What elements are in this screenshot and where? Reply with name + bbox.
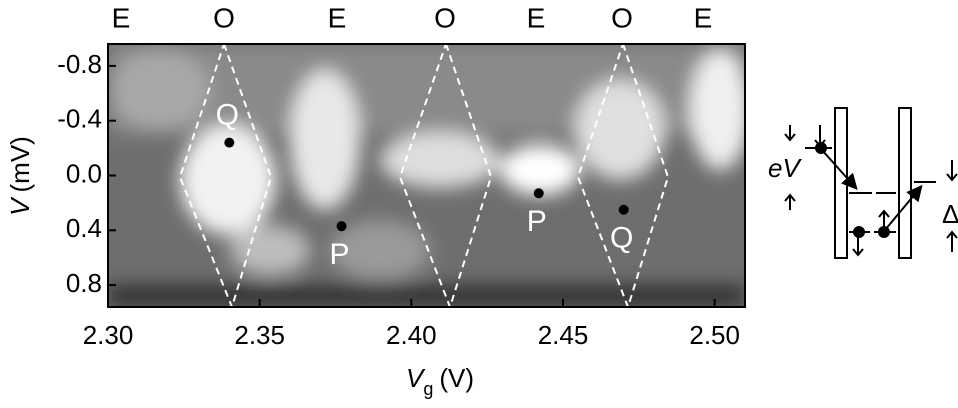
point-label: Q bbox=[216, 99, 239, 132]
top-label: O bbox=[213, 2, 235, 33]
y-label-symbol: V bbox=[5, 196, 35, 216]
x-tick-label: 2.35 bbox=[234, 320, 285, 350]
bias-label: eV bbox=[768, 153, 802, 183]
top-label: O bbox=[434, 2, 456, 33]
y-tick-label: 0.8 bbox=[66, 268, 102, 298]
top-label: O bbox=[611, 2, 633, 33]
barrier bbox=[834, 107, 848, 259]
gap-label: Δ bbox=[942, 199, 958, 229]
y-tick-label: 0.0 bbox=[66, 158, 102, 188]
measurement-image bbox=[108, 44, 745, 307]
point-label: P bbox=[330, 238, 350, 271]
x-label-symbol: V bbox=[406, 363, 426, 393]
point-label: P bbox=[527, 205, 547, 238]
top-label: E bbox=[694, 2, 713, 33]
y-tick-label: -0.8 bbox=[57, 49, 102, 79]
y-axis-label: V (mV) bbox=[5, 136, 35, 216]
y-tick-label: 0.4 bbox=[66, 213, 102, 243]
point-label: Q bbox=[610, 222, 633, 255]
point bbox=[336, 221, 347, 232]
point bbox=[533, 188, 544, 199]
schematic bbox=[784, 107, 958, 259]
x-tick-label: 2.45 bbox=[538, 320, 589, 350]
x-tick-label: 2.40 bbox=[386, 320, 437, 350]
point bbox=[224, 137, 235, 148]
top-label: E bbox=[527, 2, 546, 33]
top-label: E bbox=[328, 2, 347, 33]
x-tick-label: 2.30 bbox=[83, 320, 134, 350]
point bbox=[618, 204, 629, 215]
x-label-subscript: g bbox=[423, 379, 433, 399]
y-label-unit: (mV) bbox=[5, 136, 35, 192]
x-axis-label: Vg (V) bbox=[406, 363, 474, 399]
y-tick-label: -0.4 bbox=[57, 104, 102, 134]
diamonds bbox=[178, 44, 670, 307]
barrier bbox=[898, 107, 912, 259]
x-label-unit: (V) bbox=[439, 363, 474, 393]
top-label: E bbox=[112, 2, 131, 33]
x-tick-label: 2.50 bbox=[689, 320, 740, 350]
